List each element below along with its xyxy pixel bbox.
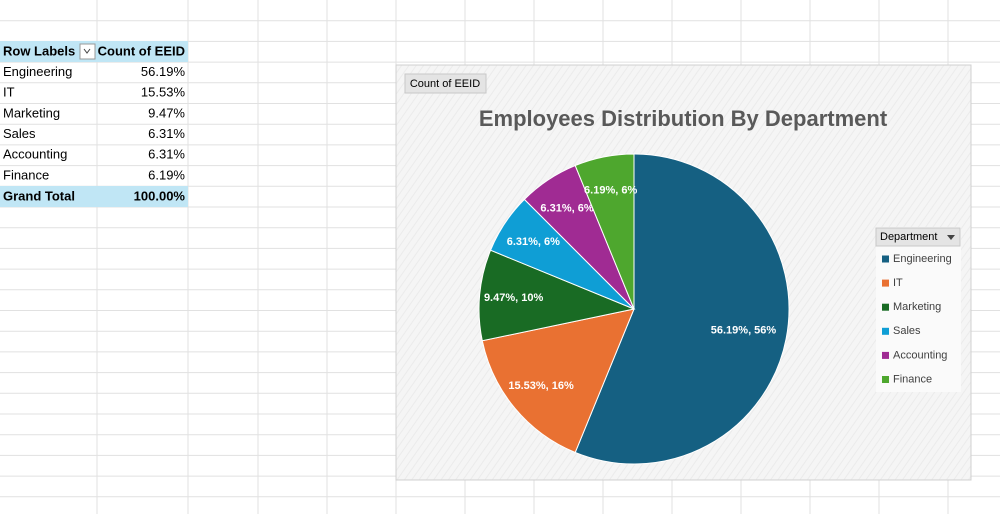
row-value: 6.31% [148, 126, 185, 141]
data-label: 9.47%, 10% [484, 292, 544, 304]
row-value: 15.53% [141, 85, 186, 100]
row-value: 9.47% [148, 105, 185, 120]
legend-label: Sales [893, 325, 921, 337]
row-value: 6.19% [148, 167, 185, 182]
legend-title: Department [880, 231, 937, 243]
pie-slice [574, 153, 635, 310]
pie-slice [574, 153, 790, 465]
legend-swatch [882, 351, 889, 359]
legend-field-button[interactable] [875, 227, 961, 247]
header-cell: Count of EEID [98, 43, 185, 58]
legend-swatch [882, 255, 889, 263]
legend-label: Accounting [893, 349, 947, 361]
legend-label: Engineering [893, 253, 952, 265]
row-value: 6.31% [148, 147, 185, 162]
field-button-label: Count of EEID [410, 78, 480, 90]
data-label: 15.53%, 16% [508, 380, 574, 392]
row-label: Accounting [3, 147, 67, 162]
legend [876, 227, 961, 392]
data-label: 6.19%, 6% [584, 184, 637, 196]
legend-label: Finance [893, 373, 932, 385]
row-label: Marketing [3, 105, 60, 120]
legend-swatch [882, 303, 889, 311]
header-cell: Row Labels [3, 43, 75, 58]
filter-icon [83, 48, 91, 54]
total-cell: 100.00% [134, 188, 186, 203]
row-value: 56.19% [141, 64, 186, 79]
data-label: 6.31%, 6% [540, 202, 593, 214]
dropdown-icon [947, 235, 955, 240]
data-label: 6.31%, 6% [507, 236, 560, 248]
row-label: Sales [3, 126, 36, 141]
row-label: Finance [3, 167, 49, 182]
legend-swatch [882, 376, 889, 383]
legend-swatch [882, 279, 889, 287]
chart-title: Employees Distribution By Department [479, 106, 888, 131]
row-label: Engineering [3, 64, 72, 79]
pie-slice [478, 249, 636, 342]
total-cell: Grand Total [3, 188, 75, 203]
field-button[interactable] [404, 73, 487, 94]
total-row [0, 186, 188, 207]
legend-label: Marketing [893, 301, 941, 313]
data-label: 56.19%, 56% [711, 324, 777, 336]
legend-label: IT [893, 277, 903, 289]
row-label: IT [3, 85, 15, 100]
pie-slice [481, 308, 635, 454]
legend-swatch [882, 327, 889, 335]
